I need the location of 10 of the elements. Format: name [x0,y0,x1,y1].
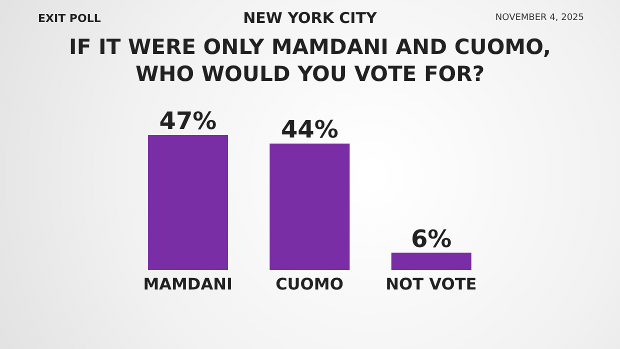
data-label: 6% [410,224,452,253]
data-label: 44% [280,116,338,144]
x-tick-label: MAMDANI [143,274,232,294]
text: EXIT POLL [38,12,101,25]
x-tick-label: NOT VOTE [386,274,477,294]
chart-title: IF IT WERE ONLY MAMDANI AND CUOMO, WHO WOULD YOU VOTE FOR? [68,34,552,88]
x-tick-label: CUOMO [276,274,344,294]
text: NOVEMBER 4, 2025 [495,13,584,23]
data-label: 47% [159,107,217,135]
chart-subtitle: NEW YORK CITY [243,9,377,27]
